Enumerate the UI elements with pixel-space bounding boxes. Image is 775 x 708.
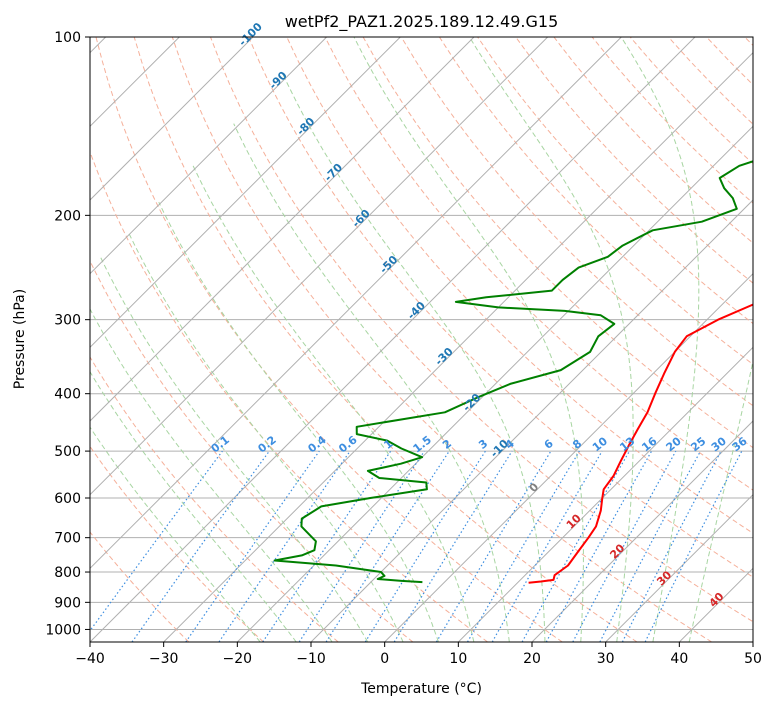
y-tick-label: 600 [54, 491, 81, 507]
dry-adiabat [171, 37, 712, 642]
moist-adiabat [90, 308, 333, 642]
dry-adiabat [210, 37, 753, 623]
isotherm [90, 37, 622, 570]
isotherm [90, 37, 696, 642]
dry-adiabat [515, 37, 753, 284]
isotherm [457, 346, 753, 642]
isotherm [310, 199, 753, 642]
mixing-ratio-line [644, 450, 743, 642]
x-tick-label: 10 [449, 651, 467, 667]
moist-adiabat [233, 123, 510, 642]
y-tick-label: 700 [54, 531, 81, 547]
axis-ticks-layer: −40 −30 −20 −10 0 10 20 30 40 50 100 200 300 400 500 60… [45, 30, 762, 667]
x-tick-label: 20 [523, 651, 541, 667]
isotherm [90, 37, 328, 275]
mixing-ratio-line [521, 450, 631, 642]
dry-adiabat [324, 37, 753, 491]
x-tick-label: 30 [597, 651, 615, 667]
x-tick-label: −20 [223, 651, 253, 667]
mixing-ratio-line [218, 450, 351, 642]
mixing-ratio-line [90, 450, 223, 632]
y-tick-label: 800 [54, 565, 81, 581]
mixing-ratio-line [572, 450, 677, 642]
isotherm [90, 37, 254, 201]
x-tick-label: 50 [744, 651, 762, 667]
dry-adiabat [438, 37, 753, 366]
dry-adiabat [133, 37, 638, 642]
dry-adiabat [400, 37, 753, 407]
moist-adiabat [688, 358, 753, 642]
x-tick-label: 0 [380, 651, 389, 667]
moist-adiabat [158, 201, 439, 642]
isotherm [236, 125, 753, 642]
x-tick-label: −30 [149, 651, 179, 667]
dry-adiabat [90, 150, 488, 642]
isotherm [90, 37, 549, 496]
x-tick-label: −40 [75, 651, 105, 667]
moist-adiabat [128, 233, 404, 642]
y-tick-label: 900 [54, 595, 81, 611]
plot-frame [89, 36, 754, 643]
y-tick-label: 500 [54, 444, 81, 460]
y-tick-label: 300 [54, 313, 81, 329]
moist-adiabat [353, 37, 584, 642]
isotherm [90, 37, 475, 422]
mixing-ratio-line [262, 450, 392, 642]
dry-adiabat [90, 531, 190, 642]
moist-adiabat [192, 165, 475, 642]
dry-adiabat [90, 445, 264, 642]
dewpoint-profile-line [273, 160, 753, 584]
sounding-series-layer [273, 160, 753, 584]
dry-adiabat [248, 37, 753, 578]
dry-adiabat [95, 37, 563, 642]
y-tick-label: 200 [54, 208, 81, 224]
chart-title: wetPf2_PAZ1.2025.189.12.49.G15 [285, 12, 559, 32]
moist-adiabat [90, 426, 261, 642]
mixing-ratio-line [325, 450, 450, 642]
x-axis-title: Temperature (°C) [360, 681, 482, 697]
background-lines-layer [90, 37, 753, 642]
mixing-ratio-line [131, 450, 270, 642]
y-tick-label: 100 [54, 30, 81, 46]
x-tick-label: −10 [296, 651, 326, 667]
isotherm [163, 51, 753, 642]
isotherm [605, 493, 753, 642]
dry-adiabat [90, 356, 339, 642]
isotherm [384, 272, 753, 642]
mixing-ratio-line [393, 450, 513, 642]
y-axis-title: Pressure (hPa) [12, 289, 28, 389]
y-tick-label: 1000 [45, 622, 81, 638]
mixing-ratio-line [185, 450, 320, 642]
mixing-ratio-line [545, 450, 653, 642]
isotherm [90, 37, 401, 349]
isotherm [531, 420, 753, 642]
x-tick-label: 40 [670, 651, 688, 667]
y-tick-label: 400 [54, 387, 81, 403]
moist-adiabat [620, 37, 700, 642]
temperature-profile-line [528, 303, 753, 584]
